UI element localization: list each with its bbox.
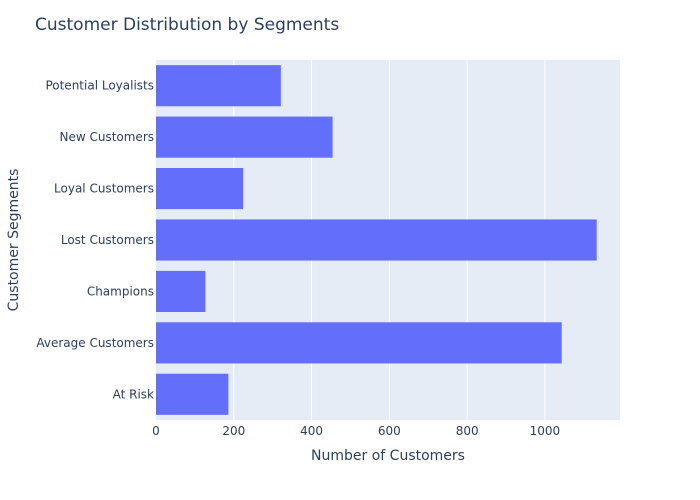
y-tick-label: At Risk [113,387,154,401]
x-tick-label: 600 [378,424,401,438]
x-axis-ticks: 0 200 400 600 800 1000 [152,424,560,438]
bar-loyal-customers [156,168,244,210]
x-tick-label: 800 [456,424,479,438]
bar-potential-loyalists [156,65,281,107]
bar-at-risk [156,373,229,415]
y-tick-label: New Customers [59,130,154,144]
bar-champions [156,270,206,312]
bar-new-customers [156,116,333,158]
x-axis-title: Number of Customers [311,448,465,464]
x-tick-label: 0 [152,424,160,438]
y-axis-ticks: At Risk Average Customers Champions Lost Cu… [36,79,154,402]
y-tick-label: Loyal Customers [54,182,154,196]
x-tick-label: 200 [222,424,245,438]
x-tick-label: 400 [300,424,323,438]
y-tick-label: Lost Customers [61,233,154,247]
y-axis-title: Customer Segments [6,169,22,312]
chart-title: Customer Distribution by Segments [35,15,339,35]
bar-lost-customers [156,219,597,261]
y-tick-label: Average Customers [36,336,154,350]
bar-average-customers [156,322,562,364]
y-tick-label: Potential Loyalists [45,79,154,93]
x-tick-label: 1000 [530,424,561,438]
y-tick-label: Champions [87,284,154,298]
bars [156,65,597,415]
